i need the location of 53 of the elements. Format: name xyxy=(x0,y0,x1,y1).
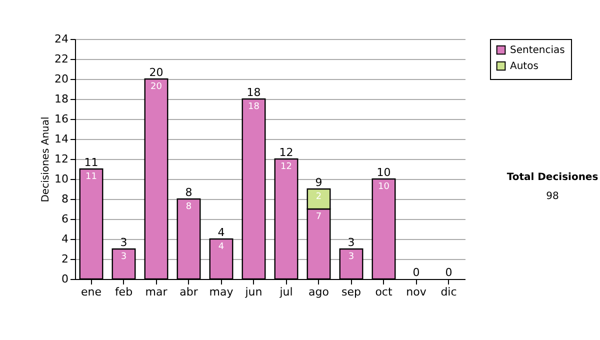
total-label: 10 xyxy=(376,166,391,179)
x-tick-label: dic xyxy=(440,286,457,298)
y-tick-label: 0 xyxy=(62,272,68,286)
data-label: 12 xyxy=(280,162,292,172)
y-tick-label: 12 xyxy=(54,152,68,166)
y-tick-label: 18 xyxy=(54,92,68,106)
total-label: 8 xyxy=(185,186,192,199)
x-tick-label: may xyxy=(209,286,234,298)
x-tick-label: ago xyxy=(308,286,330,298)
y-tick-label: 10 xyxy=(54,172,68,186)
y-tick-label: 16 xyxy=(54,112,68,126)
text: Total Decisiones xyxy=(506,172,600,183)
data-label: 20 xyxy=(150,82,162,92)
legend-label: Sentencias xyxy=(510,45,565,56)
data-label: 7 xyxy=(316,212,322,222)
data-label: 11 xyxy=(86,172,97,182)
total-label: 9 xyxy=(315,176,322,189)
x-tick-label: sep xyxy=(342,286,362,298)
data-label: 18 xyxy=(248,102,260,112)
x-tick-label: mar xyxy=(145,286,168,298)
total-label: 3 xyxy=(348,236,355,249)
x-tick-label: abr xyxy=(180,286,198,298)
data-label: 4 xyxy=(218,242,224,252)
x-tick-label: jun xyxy=(244,286,262,298)
total-label: 12 xyxy=(279,146,294,159)
y-tick-label: 20 xyxy=(54,72,68,86)
data-label: 10 xyxy=(378,182,390,192)
y-axis-title: Decisiones Anual xyxy=(40,116,52,202)
x-tick-label: nov xyxy=(406,286,427,298)
y-tick-label: 14 xyxy=(54,132,68,146)
data-label: 3 xyxy=(348,252,354,262)
y-tick-label: 22 xyxy=(54,52,68,66)
total-label: 4 xyxy=(218,226,225,239)
y-tick-label: 24 xyxy=(54,32,68,46)
data-label: 3 xyxy=(120,252,127,262)
total-label: 0 xyxy=(412,266,420,279)
total-label: 20 xyxy=(149,66,164,79)
y-tick-label: 6 xyxy=(62,212,68,226)
total-label: 18 xyxy=(246,86,261,99)
x-tick-label: ene xyxy=(80,286,102,298)
total-label: 0 xyxy=(445,266,452,279)
y-tick-label: 8 xyxy=(62,192,68,206)
total-label: 3 xyxy=(120,236,128,249)
y-tick-label: 4 xyxy=(62,232,68,246)
x-tick-label: jul xyxy=(278,286,293,298)
y-tick-label: 2 xyxy=(62,252,68,266)
data-label: 2 xyxy=(316,192,322,202)
text: 98 xyxy=(545,191,560,202)
total-label: 11 xyxy=(84,156,98,169)
x-tick-label: oct xyxy=(375,286,393,298)
x-tick-label: feb xyxy=(114,286,133,298)
data-label: 8 xyxy=(186,202,192,212)
legend-label: Autos xyxy=(510,61,538,72)
